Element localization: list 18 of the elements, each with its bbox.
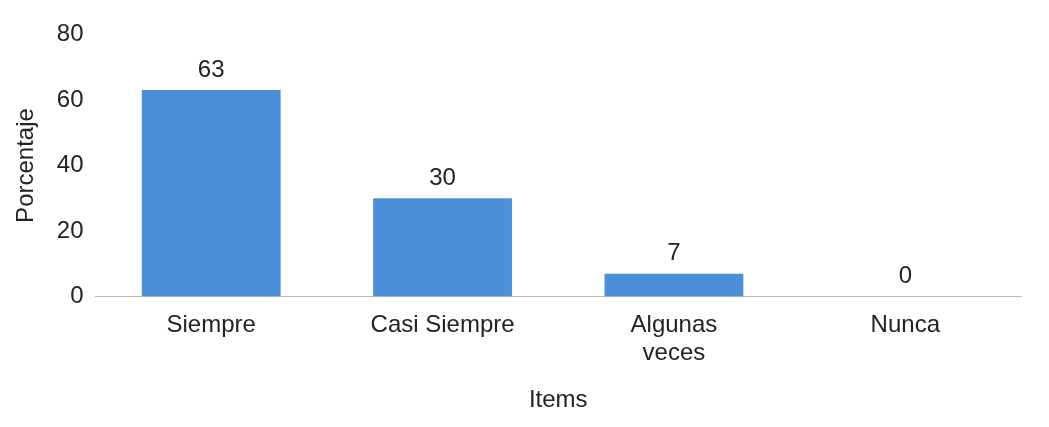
y-axis-title: Porcentaje [11,108,39,223]
data-label: 30 [429,162,456,190]
y-tick-label: 40 [56,150,84,178]
bar [141,90,281,297]
x-tick-label: Nunca [870,309,941,337]
data-label: 0 [898,261,912,289]
data-label: 63 [197,54,225,82]
y-tick-label: 60 [56,84,84,112]
x-axis-title: Items [528,385,588,413]
y-tick-label: 0 [70,281,84,309]
y-tick-label: 80 [56,19,84,47]
y-tick-label: 20 [56,215,84,243]
data-label: 7 [667,238,681,266]
x-tick-label: Algunas veces [630,309,718,366]
x-tick-label: Siempre [166,309,256,337]
bar [604,273,744,297]
bar [373,198,512,297]
x-tick-label: Casi Siempre [370,309,515,337]
